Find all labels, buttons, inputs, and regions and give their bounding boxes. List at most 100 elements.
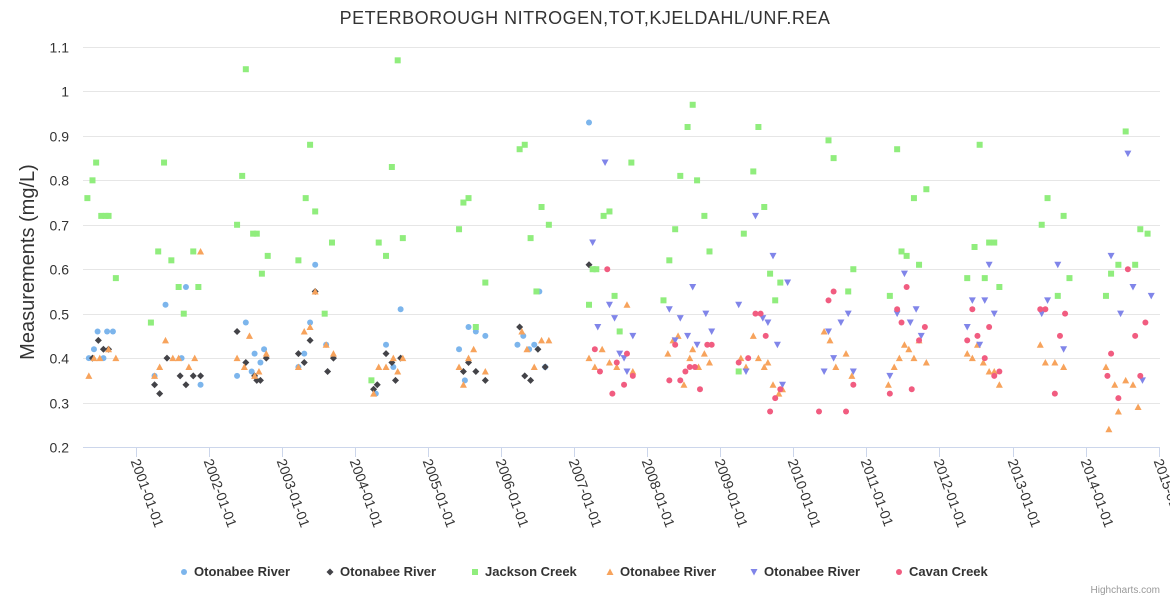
data-point[interactable] xyxy=(1132,332,1139,339)
data-point[interactable] xyxy=(844,310,852,318)
data-point[interactable] xyxy=(777,386,784,393)
data-point[interactable] xyxy=(89,177,96,184)
data-point[interactable] xyxy=(611,315,619,322)
data-point[interactable] xyxy=(382,363,390,371)
data-point[interactable] xyxy=(175,284,182,290)
data-point[interactable] xyxy=(672,341,679,348)
data-point[interactable] xyxy=(482,279,489,286)
data-point[interactable] xyxy=(830,288,837,295)
data-point[interactable] xyxy=(1041,359,1049,366)
data-point[interactable] xyxy=(621,381,628,388)
data-point[interactable] xyxy=(905,345,913,353)
data-point[interactable] xyxy=(742,363,750,371)
data-point[interactable] xyxy=(968,354,976,362)
data-point[interactable] xyxy=(233,327,241,335)
data-point[interactable] xyxy=(1054,261,1062,269)
data-point[interactable] xyxy=(964,337,971,344)
data-point[interactable] xyxy=(112,354,120,362)
data-point[interactable] xyxy=(253,230,260,237)
data-point[interactable] xyxy=(90,354,98,362)
data-point[interactable] xyxy=(472,324,479,330)
data-point[interactable] xyxy=(825,297,832,304)
data-point[interactable] xyxy=(745,355,752,362)
data-point[interactable] xyxy=(1062,310,1069,317)
data-point[interactable] xyxy=(740,230,747,237)
data-point[interactable] xyxy=(705,359,713,366)
data-point[interactable] xyxy=(886,372,894,380)
data-point[interactable] xyxy=(757,310,764,317)
data-point[interactable] xyxy=(1138,377,1146,384)
data-point[interactable] xyxy=(521,141,528,148)
data-point[interactable] xyxy=(767,408,774,415)
data-point[interactable] xyxy=(593,266,600,273)
data-point[interactable] xyxy=(472,367,480,375)
data-point[interactable] xyxy=(251,350,258,357)
data-point[interactable] xyxy=(105,212,112,219)
data-point[interactable] xyxy=(94,336,102,344)
data-point[interactable] xyxy=(545,336,553,344)
data-point[interactable] xyxy=(908,386,915,393)
data-point[interactable] xyxy=(394,367,402,375)
data-point[interactable] xyxy=(1105,425,1113,433)
data-point[interactable] xyxy=(465,354,473,362)
data-point[interactable] xyxy=(623,301,631,308)
data-point[interactable] xyxy=(190,248,197,255)
data-point[interactable] xyxy=(1060,363,1068,371)
data-point[interactable] xyxy=(251,372,259,379)
data-point[interactable] xyxy=(112,275,119,282)
data-point[interactable] xyxy=(775,390,783,397)
data-point[interactable] xyxy=(1114,407,1122,415)
data-point[interactable] xyxy=(691,364,698,370)
data-point[interactable] xyxy=(737,354,745,362)
data-point[interactable] xyxy=(262,350,270,357)
data-point[interactable] xyxy=(399,235,406,242)
data-point[interactable] xyxy=(749,332,757,339)
data-point[interactable] xyxy=(779,381,787,389)
data-point[interactable] xyxy=(754,354,762,362)
data-point[interactable] xyxy=(769,381,777,388)
data-point[interactable] xyxy=(382,350,390,358)
data-point[interactable] xyxy=(886,292,893,299)
data-point[interactable] xyxy=(784,279,792,287)
data-point[interactable] xyxy=(98,212,105,219)
data-point[interactable] xyxy=(481,376,489,384)
data-point[interactable] xyxy=(465,324,472,330)
data-point[interactable] xyxy=(884,381,892,388)
data-point[interactable] xyxy=(197,247,205,255)
data-point[interactable] xyxy=(762,332,769,339)
data-point[interactable] xyxy=(963,350,971,357)
data-point[interactable] xyxy=(990,367,998,375)
data-point[interactable] xyxy=(589,266,596,273)
data-point[interactable] xyxy=(162,336,170,344)
data-point[interactable] xyxy=(370,390,378,397)
data-point[interactable] xyxy=(163,354,171,362)
data-point[interactable] xyxy=(1036,341,1044,348)
data-point[interactable] xyxy=(255,367,263,375)
data-point[interactable] xyxy=(616,350,624,358)
data-point[interactable] xyxy=(764,319,772,327)
data-point[interactable] xyxy=(1056,332,1063,339)
data-point[interactable] xyxy=(971,244,978,250)
data-point[interactable] xyxy=(759,315,767,322)
data-point[interactable] xyxy=(239,172,246,179)
legend-marker-shape[interactable] xyxy=(181,569,187,575)
data-point[interactable] xyxy=(169,354,177,362)
data-point[interactable] xyxy=(197,381,204,388)
data-point[interactable] xyxy=(755,124,762,130)
data-point[interactable] xyxy=(1066,275,1073,282)
data-point[interactable] xyxy=(674,332,682,339)
data-point[interactable] xyxy=(772,395,779,402)
legend-marker-shape[interactable] xyxy=(750,569,758,576)
data-point[interactable] xyxy=(601,159,609,167)
data-point[interactable] xyxy=(1129,381,1137,388)
data-point[interactable] xyxy=(767,270,774,277)
data-point[interactable] xyxy=(93,159,100,166)
data-point[interactable] xyxy=(392,376,400,384)
data-point[interactable] xyxy=(689,345,697,353)
data-point[interactable] xyxy=(242,66,249,73)
data-point[interactable] xyxy=(968,297,976,304)
data-point[interactable] xyxy=(702,310,710,318)
data-point[interactable] xyxy=(898,248,905,255)
data-point[interactable] xyxy=(321,310,328,317)
data-point[interactable] xyxy=(708,328,716,335)
